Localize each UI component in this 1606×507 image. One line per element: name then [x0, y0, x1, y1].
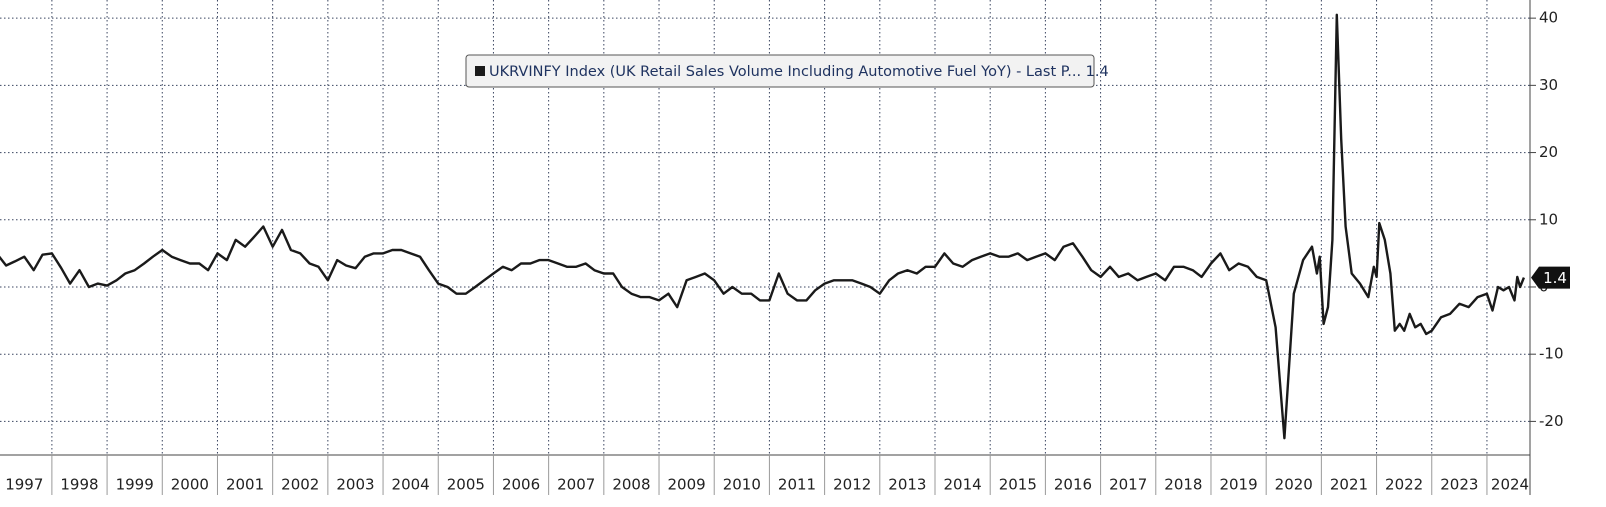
x-tick-label: 2006	[502, 476, 540, 494]
x-tick-label: 2010	[723, 476, 761, 494]
x-tick-label: 2008	[612, 476, 650, 494]
x-tick-label: 2018	[1164, 476, 1202, 494]
x-tick-label: 2011	[778, 476, 816, 494]
legend-value: 1.4	[1086, 64, 1109, 80]
legend-box	[465, 54, 1095, 88]
legend-text: UKRVINFY Index (UK Retail Sales Volume I…	[489, 64, 1109, 80]
x-tick-label: 2002	[281, 476, 319, 494]
x-tick-label: 2024	[1491, 476, 1529, 494]
legend-swatch	[475, 66, 485, 76]
y-tick-label: 40	[1539, 9, 1558, 27]
last-value-label: 1.4	[1543, 269, 1567, 287]
x-tick-label: 2014	[944, 476, 982, 494]
y-tick-label: -10	[1539, 345, 1564, 363]
y-tick-label: -20	[1539, 412, 1564, 430]
x-tick-label: 2020	[1275, 476, 1313, 494]
x-tick-label: 1997	[5, 476, 43, 494]
x-tick-label: 2023	[1440, 476, 1478, 494]
x-tick-label: 2001	[226, 476, 264, 494]
x-tick-label: 2019	[1219, 476, 1257, 494]
y-tick-label: 10	[1539, 210, 1558, 228]
x-tick-label: 2005	[447, 476, 485, 494]
x-tick-label: 2022	[1385, 476, 1423, 494]
x-tick-label: 2009	[668, 476, 706, 494]
x-tick-label: 2000	[171, 476, 209, 494]
x-tick-label: 2013	[888, 476, 926, 494]
legend: UKRVINFY Index (UK Retail Sales Volume I…	[465, 54, 1109, 88]
last-value-tag	[1531, 266, 1570, 289]
x-tick-label: 1999	[116, 476, 154, 494]
y-tick-label: 20	[1539, 143, 1558, 161]
x-tick-label: 2017	[1109, 476, 1147, 494]
x-tick-label: 2004	[392, 476, 430, 494]
x-tick-label: 2021	[1330, 476, 1368, 494]
line	[0, 13, 1526, 440]
plot	[0, 13, 1526, 440]
legend-name: UKRVINFY Index (UK Retail Sales Volume I…	[489, 64, 1081, 80]
x-tick-label: 2015	[999, 476, 1037, 494]
x-tick-label: 2016	[1054, 476, 1092, 494]
y-tick-label: 30	[1539, 76, 1558, 94]
x-tick-label: 2012	[833, 476, 871, 494]
x-tick-label: 1998	[60, 476, 98, 494]
x-tick-label: 2003	[336, 476, 374, 494]
x-tick-label: 2007	[557, 476, 595, 494]
